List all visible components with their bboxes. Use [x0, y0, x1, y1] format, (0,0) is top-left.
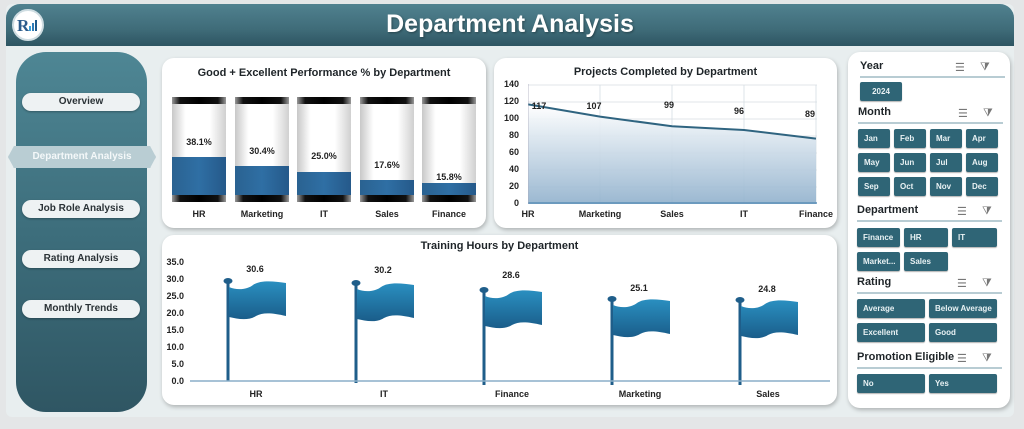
nav-department-analysis-button[interactable]: Department Analysis: [8, 146, 156, 168]
month-slicer-header: Month ☰ ⧩: [858, 106, 1003, 124]
department-chip-marketing[interactable]: Market...: [857, 252, 900, 271]
training-flags-svg: [190, 278, 830, 385]
projects-chart-title: Projects Completed by Department: [573, 66, 758, 78]
nav-job-role-analysis-button[interactable]: Job Role Analysis: [22, 200, 140, 218]
cylinder-bar-sales: 17.6%: [360, 97, 414, 202]
month-chip-may[interactable]: May: [858, 153, 890, 172]
page-title: Department Analysis: [386, 10, 634, 38]
promotion-chip-yes[interactable]: Yes: [929, 374, 997, 393]
clear-filter-icon[interactable]: ⧩: [982, 352, 992, 364]
department-slicer-header: Department ☰ ⧩: [857, 204, 1002, 222]
header-bar: Department Analysis: [6, 4, 1014, 46]
rk-logo-icon: R: [12, 9, 44, 41]
cylinder-bar-it: 25.0%: [297, 97, 351, 202]
year-slicer-header: Year ☰ ⧩: [860, 60, 1005, 78]
nav-monthly-trends-button[interactable]: Monthly Trends: [22, 300, 140, 318]
cylinder-bar-finance: 15.8%: [422, 97, 476, 202]
rating-chip-good[interactable]: Good: [929, 323, 997, 342]
month-chip-jul[interactable]: Jul: [930, 153, 962, 172]
rating-chip-below-average[interactable]: Below Average: [929, 299, 997, 318]
multiselect-icon[interactable]: ☰: [957, 206, 967, 218]
month-chip-dec[interactable]: Dec: [966, 177, 998, 196]
month-chip-jan[interactable]: Jan: [858, 129, 890, 148]
month-chip-jun[interactable]: Jun: [894, 153, 926, 172]
department-chip-finance[interactable]: Finance: [857, 228, 900, 247]
cylinder-bar-marketing: 30.4%: [235, 97, 289, 202]
nav-overview-button[interactable]: Overview: [22, 93, 140, 111]
clear-filter-icon[interactable]: ⧩: [982, 277, 992, 289]
multiselect-icon[interactable]: ☰: [957, 278, 967, 290]
clear-filter-icon[interactable]: ⧩: [982, 205, 992, 217]
clear-filter-icon[interactable]: ⧩: [983, 107, 993, 119]
rating-chip-excellent[interactable]: Excellent: [857, 323, 925, 342]
department-chip-it[interactable]: IT: [952, 228, 997, 247]
promotion-chip-no[interactable]: No: [857, 374, 925, 393]
multiselect-icon[interactable]: ☰: [955, 62, 965, 74]
year-chip-2024[interactable]: 2024: [860, 82, 902, 101]
svg-text:R: R: [17, 16, 30, 35]
month-chip-feb[interactable]: Feb: [894, 129, 926, 148]
department-chip-hr[interactable]: HR: [904, 228, 948, 247]
rating-slicer-header: Rating ☰ ⧩: [857, 276, 1002, 294]
cylinder-bar-hr: 38.1%: [172, 97, 226, 202]
promotion-slicer-header: Promotion Eligible ☰ ⧩: [857, 351, 1002, 369]
month-chip-apr[interactable]: Apr: [966, 129, 998, 148]
multiselect-icon[interactable]: ☰: [957, 353, 967, 365]
training-chart-title: Training Hours by Department: [420, 240, 579, 252]
month-chip-aug[interactable]: Aug: [966, 153, 998, 172]
nav-rating-analysis-button[interactable]: Rating Analysis: [22, 250, 140, 268]
performance-chart-title: Good + Excellent Performance % by Depart…: [197, 67, 451, 79]
sidebar-nav: [16, 52, 147, 412]
multiselect-icon[interactable]: ☰: [958, 108, 968, 120]
projects-area-svg: [528, 84, 817, 204]
clear-filter-icon[interactable]: ⧩: [980, 61, 990, 73]
department-chip-sales[interactable]: Sales: [904, 252, 948, 271]
month-chip-sep[interactable]: Sep: [858, 177, 890, 196]
month-chip-mar[interactable]: Mar: [930, 129, 962, 148]
rating-chip-average[interactable]: Average: [857, 299, 925, 318]
month-chip-nov[interactable]: Nov: [930, 177, 962, 196]
month-chip-oct[interactable]: Oct: [894, 177, 926, 196]
